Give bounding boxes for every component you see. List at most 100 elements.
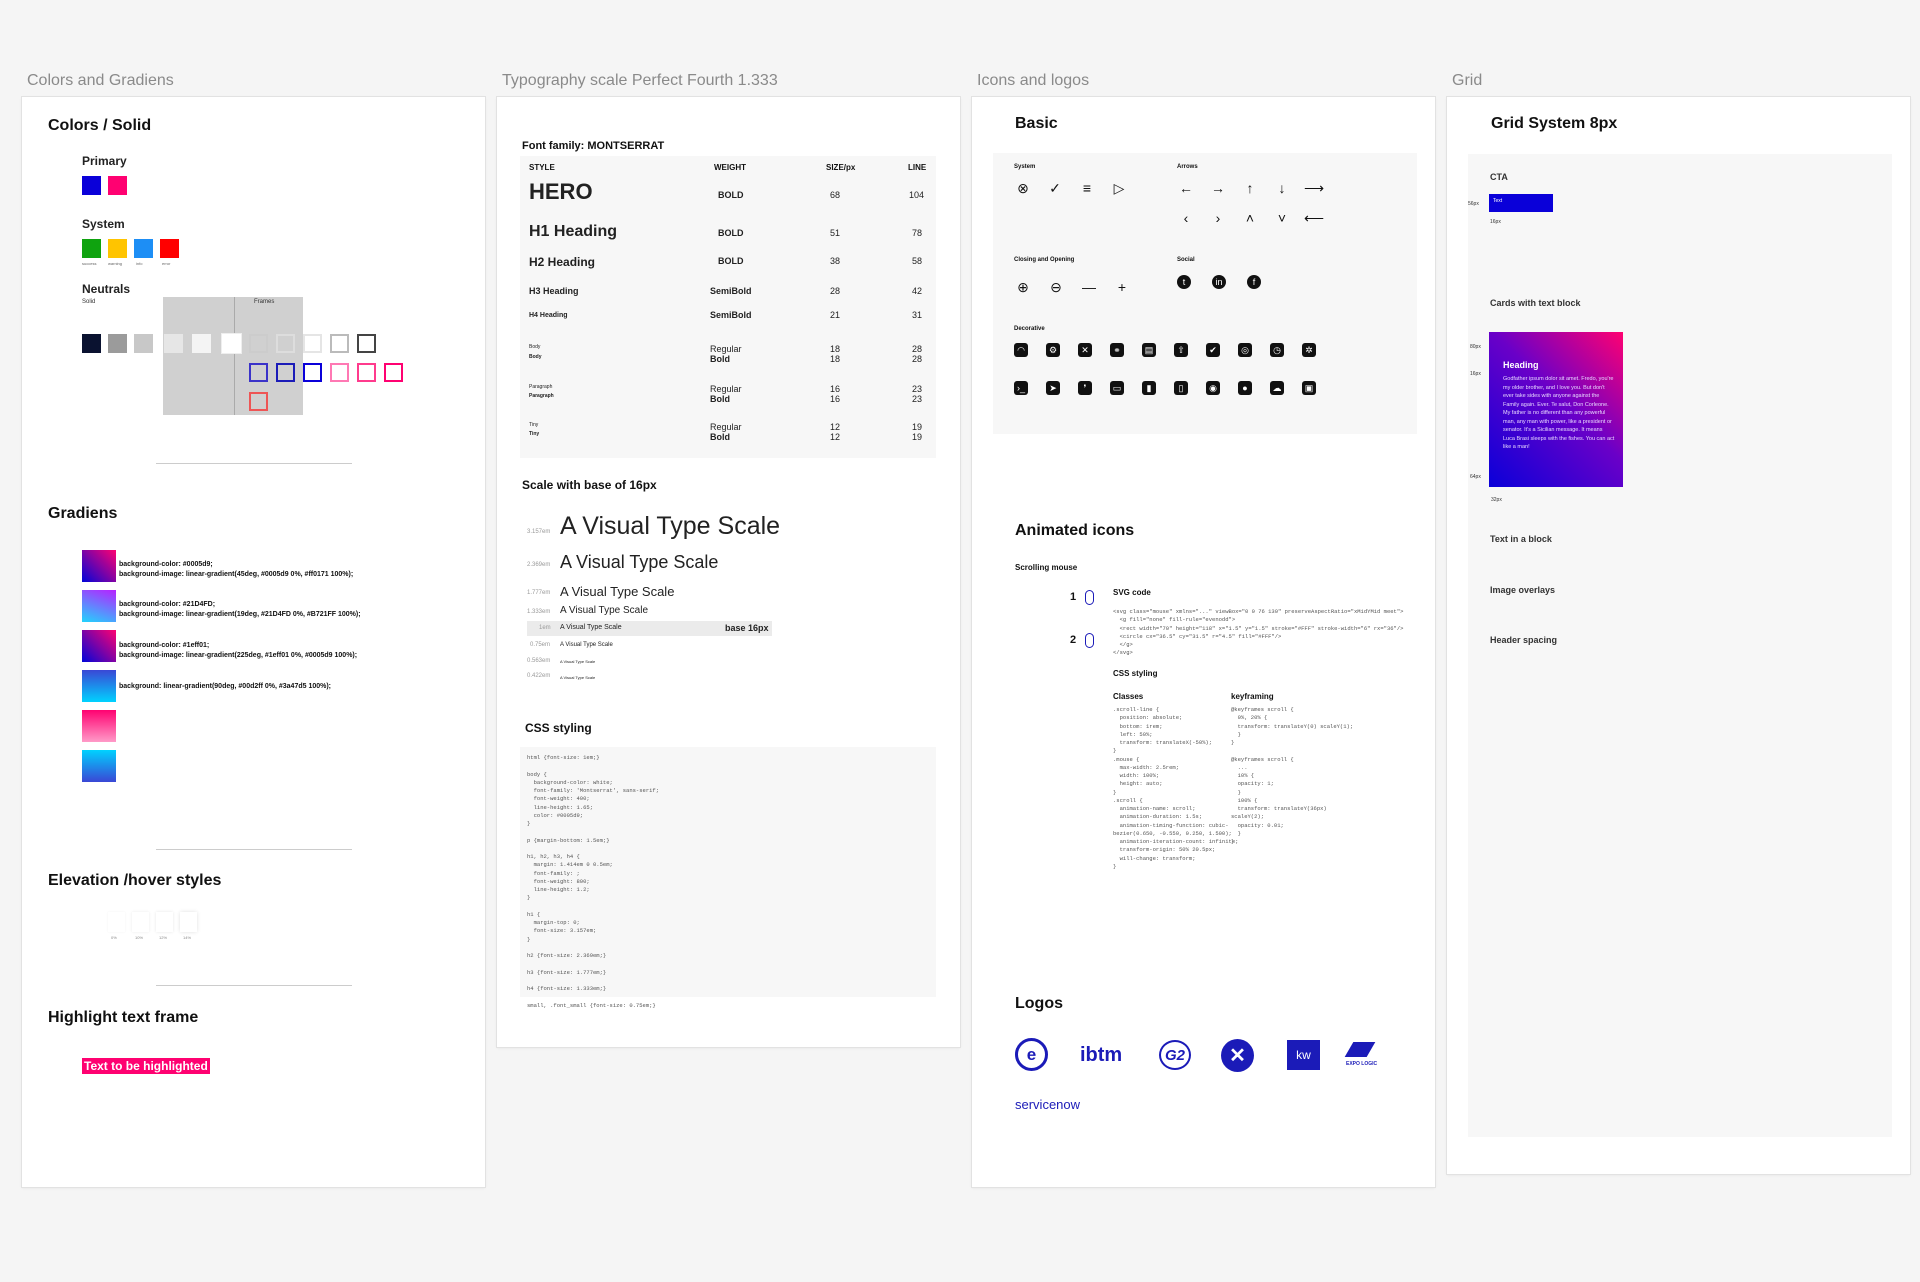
- frame-square-blue[interactable]: [303, 363, 322, 382]
- workflow-icon[interactable]: ⚭: [1110, 343, 1124, 357]
- step-2: 2: [1070, 634, 1077, 646]
- tools-icon[interactable]: ✕: [1078, 343, 1092, 357]
- frame-square-blue[interactable]: [249, 363, 268, 382]
- gradient-swatch-4[interactable]: [82, 670, 116, 702]
- clipboard-icon[interactable]: ▯: [1174, 381, 1188, 395]
- classes-code: .scroll-line { position: absolute; botto…: [1113, 706, 1239, 870]
- terminal-icon[interactable]: ›_: [1014, 381, 1028, 395]
- settings-icon[interactable]: ⚙: [1046, 343, 1060, 357]
- dim-64: 64px: [1470, 474, 1481, 480]
- neutral-swatch-2[interactable]: [108, 334, 127, 353]
- close-circle-icon[interactable]: ⊗: [1017, 179, 1029, 196]
- neutral-swatch-3[interactable]: [134, 334, 153, 353]
- frame-square[interactable]: [357, 334, 376, 353]
- check-circle-icon[interactable]: ✓: [1049, 179, 1061, 196]
- camera-outline-icon[interactable]: ◉: [1206, 381, 1220, 395]
- scale-sample-3: A Visual Type Scale: [560, 584, 675, 599]
- minus-circle-icon[interactable]: ⊖: [1050, 278, 1062, 295]
- col-header-weight: WEIGHT: [714, 163, 746, 172]
- elevation-card-10[interactable]: [132, 912, 149, 932]
- system-swatch-error[interactable]: [160, 239, 179, 258]
- linkedin-icon[interactable]: in: [1212, 275, 1226, 289]
- arrow-down-icon[interactable]: ↓: [1278, 180, 1286, 196]
- play-circle-icon[interactable]: ▷: [1113, 179, 1125, 196]
- css-code-block: html {font-size: 1em;} body { background…: [520, 747, 936, 1009]
- neutral-swatch-5[interactable]: [192, 334, 211, 353]
- frame-square-blue[interactable]: [276, 363, 295, 382]
- frame-square[interactable]: [330, 334, 349, 353]
- frame-square-pink[interactable]: [357, 363, 376, 382]
- neutral-swatch-white[interactable]: [222, 334, 241, 353]
- neutral-swatch-1[interactable]: [82, 334, 101, 353]
- archive-icon[interactable]: ▣: [1302, 381, 1316, 395]
- arrow-right-icon[interactable]: →: [1211, 180, 1225, 196]
- arrow-up-icon[interactable]: ↑: [1246, 180, 1254, 196]
- elevation-card-14[interactable]: [180, 912, 197, 932]
- font-family-label: Font family: MONTSERRAT: [522, 140, 665, 152]
- upload-icon[interactable]: ⇧: [1174, 343, 1188, 357]
- grid-card[interactable]: Heading Godfather ipsum dolor sit amet. …: [1489, 332, 1623, 487]
- system-swatch-success[interactable]: [82, 239, 101, 258]
- gradient-swatch-2[interactable]: [82, 590, 116, 622]
- chevron-up-icon[interactable]: ˄: [1245, 210, 1255, 226]
- long-arrow-left-icon[interactable]: ⟵: [1303, 209, 1325, 226]
- gradient-swatch-1[interactable]: [82, 550, 116, 582]
- frame-square-pink[interactable]: [330, 363, 349, 382]
- arrow-left-icon[interactable]: ←: [1179, 180, 1193, 196]
- document-check-icon[interactable]: ✔: [1206, 343, 1220, 357]
- plus-icon[interactable]: +: [1117, 279, 1127, 295]
- icons-panel[interactable]: Basic System ⊗ ✓ ≡ ▷ Arrows ← → ↑ ↓ ⟶ ‹ › ˄ ˅ ⟵ Clos…: [972, 97, 1435, 1187]
- gradient-swatch-5[interactable]: [82, 710, 116, 742]
- billboard-icon[interactable]: ▤: [1142, 343, 1156, 357]
- elevation-label: 0%: [111, 935, 117, 940]
- base-scale-highlight: [527, 621, 772, 636]
- cta-button[interactable]: Text: [1489, 194, 1553, 212]
- facebook-icon[interactable]: f: [1247, 275, 1261, 289]
- system-swatch-warning[interactable]: [108, 239, 127, 258]
- elevation-card-12[interactable]: [156, 912, 173, 932]
- logo-g2: G2: [1159, 1040, 1191, 1070]
- frame-square[interactable]: [303, 334, 322, 353]
- gradient-css-1: background-color: #0005d9; background-ima…: [119, 561, 354, 579]
- plus-circle-icon[interactable]: ⊕: [1017, 278, 1029, 295]
- chevron-down-icon[interactable]: ˅: [1277, 210, 1287, 226]
- bar-chart-icon[interactable]: ▮: [1142, 381, 1156, 395]
- frame-square-red[interactable]: [249, 392, 268, 411]
- type-row-h2: H2 Heading BOLD 38 58: [529, 255, 923, 269]
- clock-icon[interactable]: ◷: [1270, 343, 1284, 357]
- dashboard-icon[interactable]: ◠: [1014, 343, 1028, 357]
- long-arrow-right-icon[interactable]: ⟶: [1303, 179, 1325, 196]
- chevron-right-icon[interactable]: ›: [1215, 210, 1221, 226]
- system-swatch-info[interactable]: [134, 239, 153, 258]
- grid-area: CTA 56px Text 16px Cards with text block…: [1468, 154, 1892, 1137]
- cloud-upload-icon[interactable]: ☁: [1270, 381, 1284, 395]
- typography-panel[interactable]: Font family: MONTSERRAT STYLE WEIGHT SIZ…: [497, 97, 960, 1047]
- quote-icon[interactable]: ❜: [1078, 381, 1092, 395]
- primary-swatch-pink[interactable]: [108, 176, 127, 195]
- minus-icon[interactable]: —: [1082, 279, 1096, 295]
- primary-swatch-blue[interactable]: [82, 176, 101, 195]
- lifebuoy-icon[interactable]: ◎: [1238, 343, 1252, 357]
- col-header-line: LINE: [908, 163, 927, 172]
- id-card-icon[interactable]: ▭: [1110, 381, 1124, 395]
- twitter-icon[interactable]: t: [1177, 275, 1191, 289]
- chevron-left-icon[interactable]: ‹: [1183, 210, 1189, 226]
- css-styling-title: CSS styling: [525, 721, 592, 735]
- send-icon[interactable]: ➤: [1046, 381, 1060, 395]
- decorative-label: Decorative: [1014, 326, 1045, 332]
- frame-square[interactable]: [249, 334, 268, 353]
- frame-square[interactable]: [276, 334, 295, 353]
- gradient-swatch-3[interactable]: [82, 630, 116, 662]
- scale-sample-7: A Visual Type Scale: [560, 659, 596, 664]
- frame-square-pink[interactable]: [384, 363, 403, 382]
- neutral-swatch-4[interactable]: [164, 334, 183, 353]
- aperture-icon[interactable]: ✲: [1302, 343, 1316, 357]
- elevation-card-0[interactable]: [108, 912, 125, 932]
- gradient-swatch-6[interactable]: [82, 750, 116, 782]
- mouse-icon: [1085, 590, 1094, 605]
- grid-panel[interactable]: Grid System 8px CTA 56px Text 16px Cards…: [1447, 97, 1910, 1174]
- logo-expologic: EXPO LOGIC: [1346, 1061, 1378, 1067]
- menu-lines-icon[interactable]: ≡: [1082, 180, 1092, 196]
- camera-icon[interactable]: ●: [1238, 381, 1252, 395]
- colors-panel[interactable]: Colors / Solid Primary System success wa…: [22, 97, 485, 1187]
